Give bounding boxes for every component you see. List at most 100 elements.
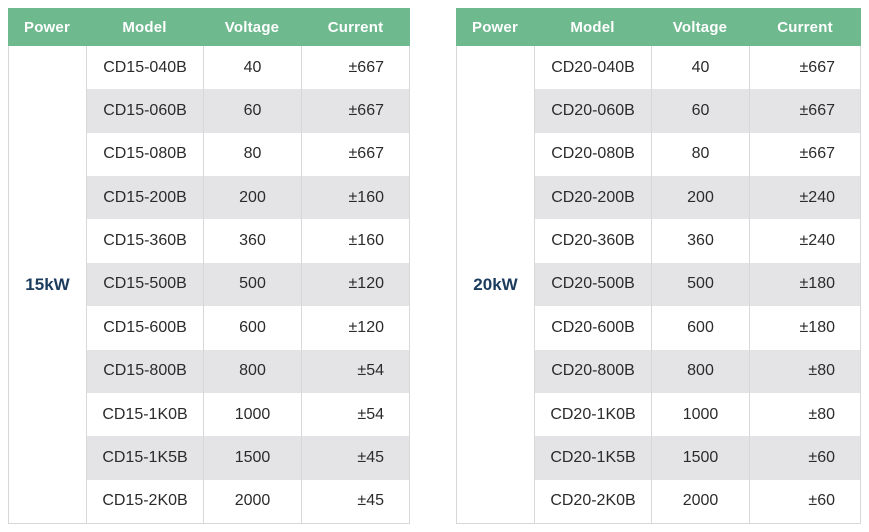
table-header-row: Power Model Voltage Current [8,8,410,46]
current-cell: ±240 [799,188,835,206]
model-cell: CD15-500B [87,262,204,307]
column-header-voltage: Voltage [672,18,728,36]
voltage-cell: 800 [652,349,750,393]
voltage-cell: 40 [652,46,750,90]
current-cell: ±667 [348,145,384,163]
voltage-cell: 360 [652,219,750,263]
table-row: CD20-600B 600 ±180 [535,306,860,350]
model-cell: CD20-040B [535,46,652,90]
current-cell: ±45 [357,492,384,510]
voltage-cell: 60 [652,89,750,133]
voltage-cell: 2000 [204,479,302,523]
current-cell: ±80 [808,405,835,423]
current-cell: ±160 [348,232,384,250]
model-cell: CD15-1K0B [87,392,204,437]
spec-table-15kw: Power Model Voltage Current 15kW CD15-04… [8,8,410,524]
voltage-cell: 200 [652,176,750,220]
model-cell: CD15-080B [87,132,204,177]
model-cell: CD20-200B [535,176,652,220]
model-cell: CD15-040B [87,46,204,90]
model-cell: CD20-360B [535,219,652,263]
column-header-power: Power [23,18,70,36]
table-body: 15kW CD15-040B 40 ±667 CD15-060B 60 ±667… [8,46,410,524]
model-cell: CD15-1K5B [87,436,204,480]
model-cell: CD20-2K0B [535,479,652,523]
table-row: CD15-360B 360 ±160 [87,219,409,263]
table-row: CD15-800B 800 ±54 [87,349,409,393]
table-row: CD15-500B 500 ±120 [87,262,409,307]
table-row: CD20-800B 800 ±80 [535,349,860,393]
current-cell: ±667 [348,58,384,76]
current-cell: ±80 [808,362,835,380]
model-cell: CD15-360B [87,219,204,263]
column-header-power: Power [471,18,518,36]
voltage-cell: 1500 [204,436,302,480]
current-cell: ±160 [348,188,384,206]
model-cell: CD20-080B [535,132,652,177]
column-header-model: Model [570,18,615,36]
table-row: CD20-360B 360 ±240 [535,219,860,263]
spec-table-20kw: Power Model Voltage Current 20kW CD20-04… [456,8,861,524]
voltage-cell: 40 [204,46,302,90]
voltage-cell: 600 [204,306,302,350]
table-rows: CD20-040B 40 ±667 CD20-060B 60 ±667 CD20… [535,46,860,523]
model-cell: CD15-2K0B [87,479,204,523]
voltage-cell: 80 [652,132,750,177]
current-cell: ±54 [357,362,384,380]
voltage-cell: 200 [204,176,302,220]
column-header-current: Current [327,18,384,36]
power-group-cell: 20kW [457,46,535,523]
column-header-model: Model [122,18,167,36]
model-cell: CD15-800B [87,349,204,393]
power-group-cell: 15kW [9,46,87,523]
table-header-row: Power Model Voltage Current [456,8,861,46]
current-cell: ±60 [808,492,835,510]
model-cell: CD15-060B [87,89,204,133]
voltage-cell: 2000 [652,479,750,523]
table-row: CD20-1K5B 1500 ±60 [535,436,860,480]
table-row: CD20-040B 40 ±667 [535,46,860,90]
voltage-cell: 80 [204,132,302,177]
table-row: CD15-1K0B 1000 ±54 [87,392,409,437]
table-row: CD15-040B 40 ±667 [87,46,409,90]
table-row: CD20-500B 500 ±180 [535,262,860,307]
current-cell: ±120 [348,275,384,293]
model-cell: CD15-200B [87,176,204,220]
voltage-cell: 800 [204,349,302,393]
table-row: CD15-080B 80 ±667 [87,132,409,177]
table-row: CD20-060B 60 ±667 [535,89,860,133]
voltage-cell: 1500 [652,436,750,480]
table-row: CD20-080B 80 ±667 [535,132,860,177]
current-cell: ±667 [799,145,835,163]
table-row: CD15-2K0B 2000 ±45 [87,479,409,523]
table-row: CD15-600B 600 ±120 [87,306,409,350]
model-cell: CD20-1K5B [535,436,652,480]
table-row: CD20-200B 200 ±240 [535,176,860,220]
model-cell: CD20-600B [535,306,652,350]
current-cell: ±45 [357,448,384,466]
current-cell: ±240 [799,232,835,250]
voltage-cell: 60 [204,89,302,133]
current-cell: ±180 [799,275,835,293]
model-cell: CD15-600B [87,306,204,350]
table-body: 20kW CD20-040B 40 ±667 CD20-060B 60 ±667… [456,46,861,524]
model-cell: CD20-060B [535,89,652,133]
voltage-cell: 360 [204,219,302,263]
table-row: CD15-200B 200 ±160 [87,176,409,220]
current-cell: ±667 [799,58,835,76]
voltage-cell: 1000 [204,392,302,437]
current-cell: ±60 [808,448,835,466]
column-header-voltage: Voltage [224,18,280,36]
voltage-cell: 600 [652,306,750,350]
table-row: CD15-060B 60 ±667 [87,89,409,133]
model-cell: CD20-800B [535,349,652,393]
current-cell: ±180 [799,318,835,336]
model-cell: CD20-1K0B [535,392,652,437]
model-cell: CD20-500B [535,262,652,307]
voltage-cell: 1000 [652,392,750,437]
voltage-cell: 500 [652,262,750,307]
voltage-cell: 500 [204,262,302,307]
current-cell: ±54 [357,405,384,423]
column-header-current: Current [777,18,833,36]
